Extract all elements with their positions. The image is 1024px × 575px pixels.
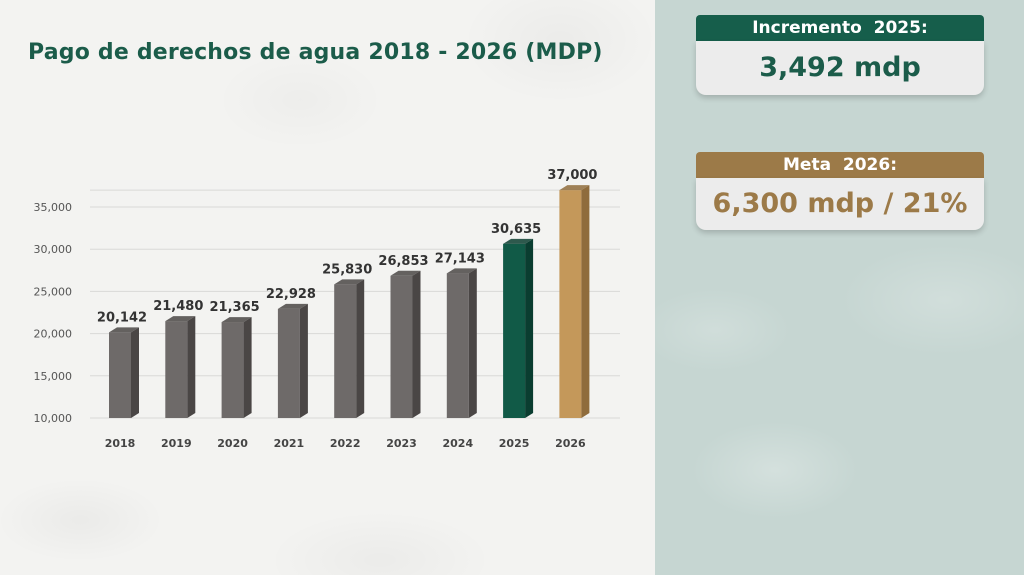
bar-side	[187, 316, 196, 418]
bar-top	[503, 238, 534, 244]
page-title: Pago de derechos de agua 2018 - 2026 (MD…	[28, 40, 603, 65]
x-axis-ticks: 2018 2019 2020 2021 2022 2023 2024 2025 2026	[105, 437, 586, 450]
bar-front	[277, 308, 300, 418]
x-tick-label: 2019	[161, 437, 192, 450]
bar-top	[165, 316, 196, 322]
bar-2023	[390, 270, 421, 418]
bar-side	[299, 303, 308, 418]
bar-front	[446, 273, 469, 418]
y-tick-label: 20,000	[34, 328, 73, 341]
bar-top	[446, 268, 477, 274]
bar-top	[334, 279, 365, 285]
bar-side	[356, 279, 365, 418]
bar-2020	[221, 317, 252, 418]
x-tick-label: 2025	[499, 437, 530, 450]
bar-front	[165, 321, 188, 418]
value-label: 25,830	[322, 262, 372, 277]
value-labels: 20,142 21,480 21,365 22,928 25,830 26,853 27,1…	[97, 168, 598, 325]
bar-front	[334, 284, 357, 418]
bar-front	[221, 322, 244, 418]
goal-card-value: 6,300 mdp / 21%	[696, 178, 984, 230]
y-axis-ticks: 10,000 15,000 20,000 25,000 30,000 35,000	[34, 201, 73, 425]
bar-2026	[559, 185, 590, 418]
bar-side	[131, 327, 139, 418]
y-tick-label: 35,000	[34, 201, 73, 214]
summary-panel-background	[655, 0, 1024, 575]
chart-bars	[109, 185, 590, 418]
chart-background	[0, 0, 655, 575]
bar-2025	[503, 238, 534, 418]
bar-top	[221, 317, 252, 323]
value-label: 27,143	[435, 251, 485, 266]
x-tick-label: 2026	[555, 437, 586, 450]
increment-card-label: Incremento 2025:	[696, 15, 984, 41]
goal-card: Meta 2026: 6,300 mdp / 21%	[696, 152, 984, 230]
bar-top	[277, 303, 308, 309]
bar-side	[525, 238, 534, 418]
y-tick-label: 10,000	[34, 412, 73, 425]
increment-card-value: 3,492 mdp	[696, 41, 984, 95]
bar-chart: 10,000 15,000 20,000 25,000 30,000 35,000 20,…	[34, 168, 620, 450]
value-label: 20,142	[97, 310, 147, 325]
bar-2019	[165, 316, 196, 418]
value-label: 21,365	[210, 300, 260, 315]
bar-2018	[109, 327, 139, 418]
bar-side	[581, 185, 590, 418]
bar-side	[468, 268, 477, 418]
bar-top	[109, 327, 139, 333]
bar-top	[559, 185, 590, 191]
bar-side	[412, 270, 421, 418]
x-tick-label: 2023	[386, 437, 417, 450]
bar-side	[243, 317, 252, 418]
bar-2022	[334, 279, 365, 418]
x-tick-label: 2022	[330, 437, 361, 450]
value-label: 30,635	[491, 222, 541, 237]
x-tick-label: 2018	[105, 437, 136, 450]
bar-front	[503, 243, 526, 418]
value-label: 22,928	[266, 287, 316, 302]
bar-top	[390, 270, 421, 276]
increment-card: Incremento 2025: 3,492 mdp	[696, 15, 984, 95]
value-label: 37,000	[547, 168, 597, 183]
bar-2021	[277, 303, 308, 418]
bar-front	[390, 275, 413, 418]
value-label: 21,480	[153, 299, 203, 314]
y-tick-label: 30,000	[34, 243, 73, 256]
y-tick-label: 25,000	[34, 285, 73, 298]
goal-card-label: Meta 2026:	[696, 152, 984, 178]
x-tick-label: 2021	[274, 437, 305, 450]
bar-front	[109, 332, 131, 418]
y-tick-label: 15,000	[34, 370, 73, 383]
x-tick-label: 2024	[442, 437, 473, 450]
value-label: 26,853	[378, 254, 428, 269]
bar-front	[559, 190, 582, 418]
x-tick-label: 2020	[217, 437, 248, 450]
bar-2024	[446, 268, 477, 418]
